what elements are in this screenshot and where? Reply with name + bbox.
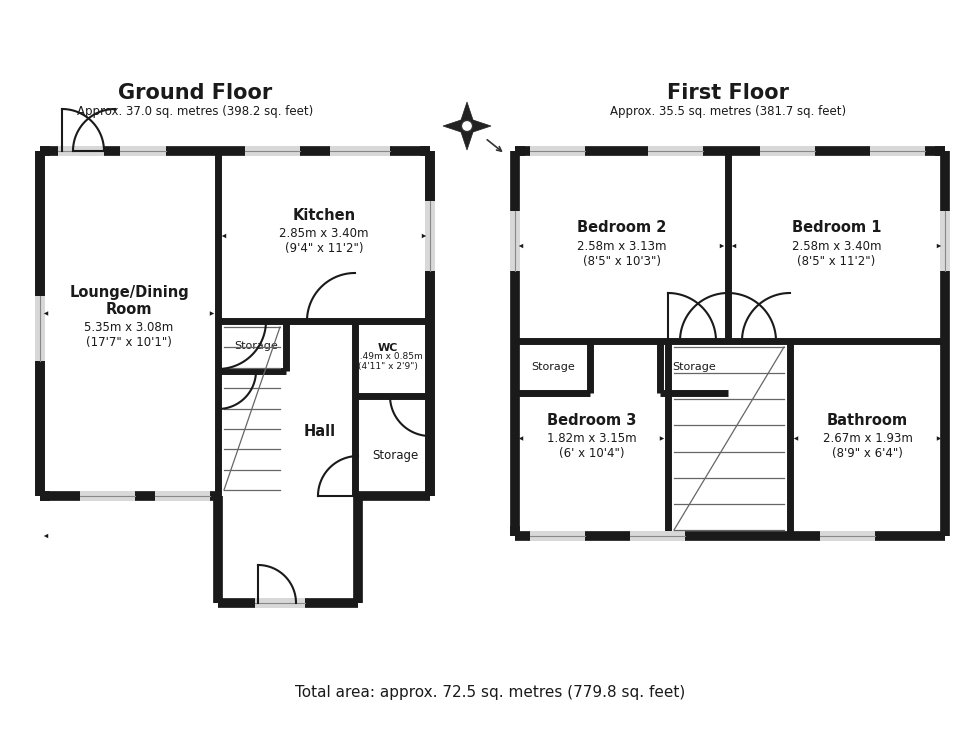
Text: Lounge/Dining
Room: Lounge/Dining Room xyxy=(70,285,189,317)
Bar xyxy=(510,211,520,271)
Text: Approx. 35.5 sq. metres (381.7 sq. feet): Approx. 35.5 sq. metres (381.7 sq. feet) xyxy=(610,104,846,117)
Text: Bedroom 1: Bedroom 1 xyxy=(792,221,881,236)
Text: Bedroom 3: Bedroom 3 xyxy=(547,413,636,428)
Text: 2.58m x 3.13m
(8'5" x 10'3"): 2.58m x 3.13m (8'5" x 10'3") xyxy=(577,240,666,268)
Text: Ground Floor: Ground Floor xyxy=(118,83,272,103)
Text: Hall: Hall xyxy=(304,424,336,439)
Bar xyxy=(245,146,300,156)
Polygon shape xyxy=(459,102,475,126)
Bar xyxy=(255,598,305,608)
Bar xyxy=(330,146,390,156)
Text: 1.82m x 3.15m
(6' x 10'4"): 1.82m x 3.15m (6' x 10'4") xyxy=(547,433,636,460)
Bar xyxy=(648,146,703,156)
Polygon shape xyxy=(467,118,491,134)
Polygon shape xyxy=(459,126,475,150)
Bar xyxy=(630,531,685,541)
Bar xyxy=(940,211,950,271)
Bar xyxy=(80,491,135,501)
Text: Bathroom: Bathroom xyxy=(827,413,908,428)
Text: 2.67m x 1.93m
(8'9" x 6'4"): 2.67m x 1.93m (8'9" x 6'4") xyxy=(822,433,912,460)
Bar xyxy=(425,201,435,271)
Bar xyxy=(35,296,45,361)
Bar xyxy=(760,146,815,156)
Text: Approx. 37.0 sq. metres (398.2 sq. feet): Approx. 37.0 sq. metres (398.2 sq. feet) xyxy=(76,104,314,117)
Text: 2.85m x 3.40m
(9'4" x 11'2"): 2.85m x 3.40m (9'4" x 11'2") xyxy=(279,227,368,255)
Bar xyxy=(870,146,925,156)
Text: WC: WC xyxy=(378,343,398,353)
Text: 1.49m x 0.85m
(4'11" x 2'9"): 1.49m x 0.85m (4'11" x 2'9") xyxy=(354,351,422,371)
Bar xyxy=(530,146,585,156)
Text: Total area: approx. 72.5 sq. metres (779.8 sq. feet): Total area: approx. 72.5 sq. metres (779… xyxy=(295,686,685,701)
Circle shape xyxy=(462,120,472,131)
Text: First Floor: First Floor xyxy=(667,83,789,103)
Bar xyxy=(820,531,875,541)
Bar xyxy=(120,146,166,156)
Text: Kitchen: Kitchen xyxy=(292,209,356,224)
Text: 5.35m x 3.08m
(17'7" x 10'1"): 5.35m x 3.08m (17'7" x 10'1") xyxy=(84,321,173,349)
Text: Storage: Storage xyxy=(234,341,278,351)
Bar xyxy=(58,146,104,156)
Text: Storage: Storage xyxy=(672,362,715,372)
Polygon shape xyxy=(443,118,467,134)
Bar xyxy=(155,491,210,501)
Text: Storage: Storage xyxy=(531,362,575,372)
Text: Bedroom 2: Bedroom 2 xyxy=(577,221,666,236)
Bar xyxy=(530,531,585,541)
Text: Storage: Storage xyxy=(371,450,418,463)
Text: 2.58m x 3.40m
(8'5" x 11'2"): 2.58m x 3.40m (8'5" x 11'2") xyxy=(792,240,881,268)
